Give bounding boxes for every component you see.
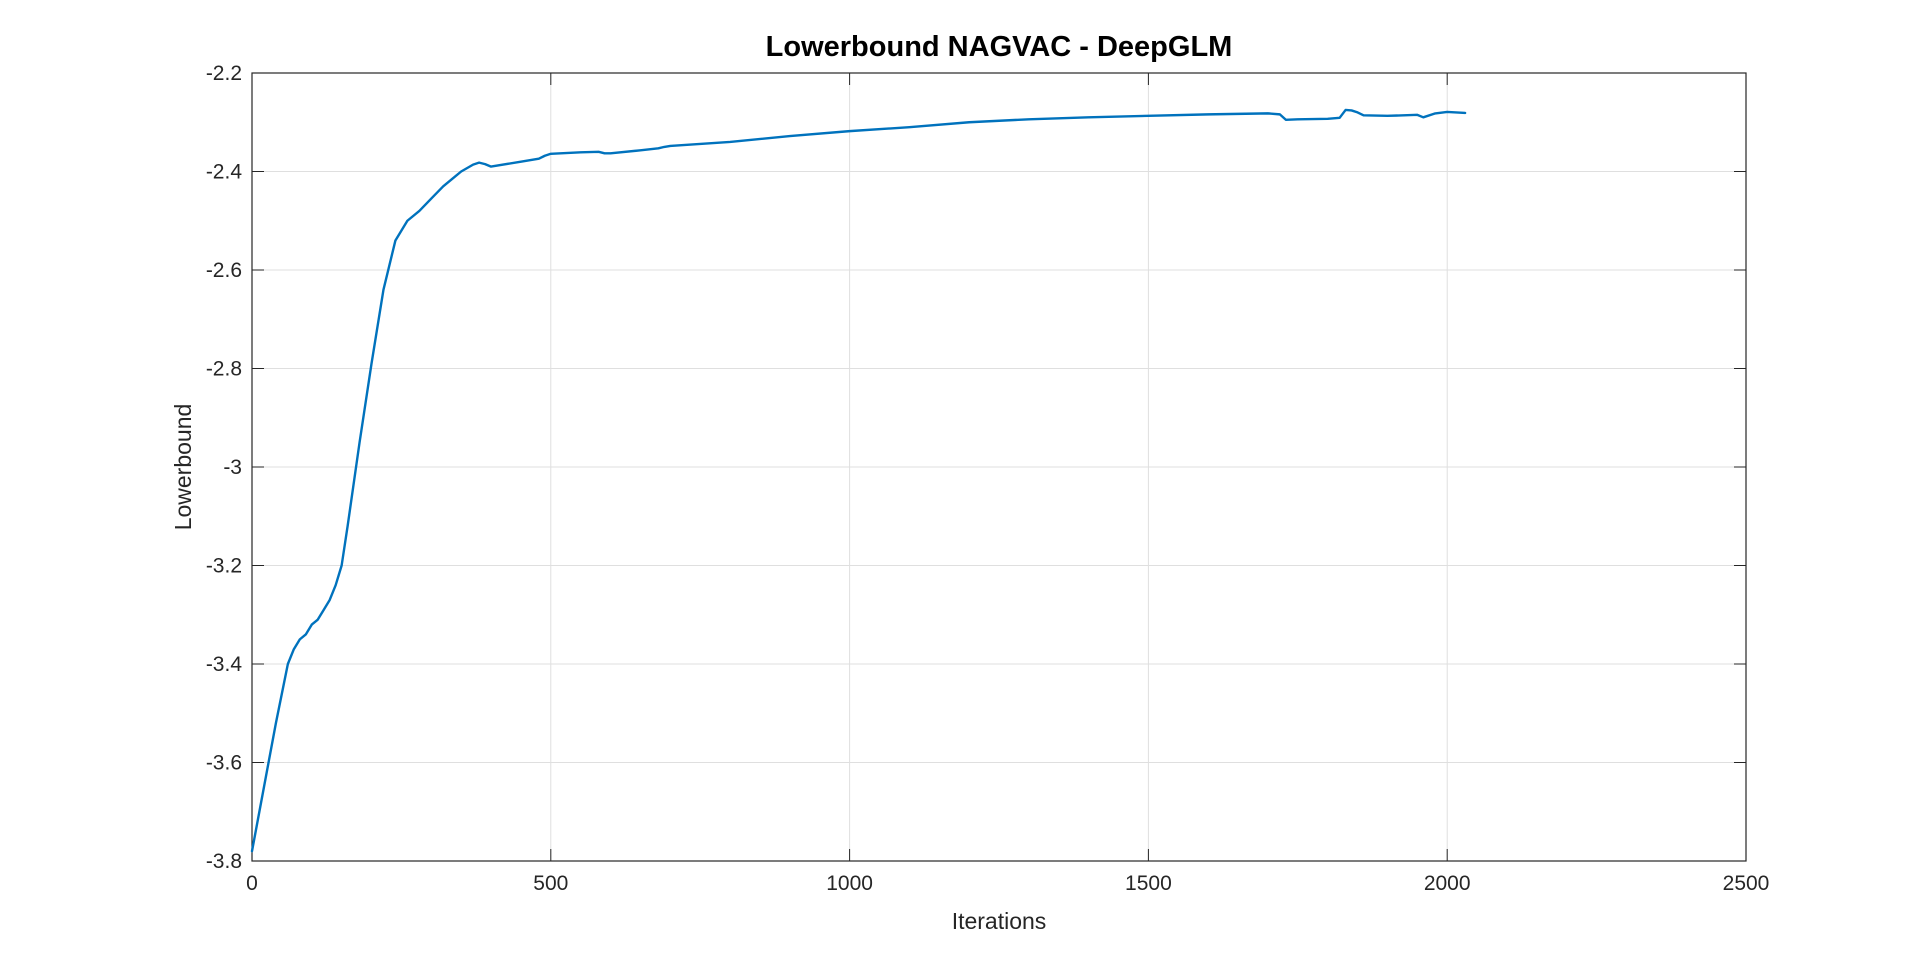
chart-title: Lowerbound NAGVAC - DeepGLM [766, 31, 1233, 63]
y-tick-label: -2.6 [206, 259, 242, 282]
x-axis-label: Iterations [952, 908, 1047, 934]
series-line [250, 108, 1467, 853]
y-tick-label: -3.8 [206, 850, 242, 873]
x-tick-label: 500 [533, 872, 568, 895]
y-axis-label: Lowerbound [170, 404, 196, 531]
x-tick-label: 0 [246, 872, 258, 895]
x-tick-label: 1500 [1125, 872, 1172, 895]
x-tick-label: 2000 [1424, 872, 1471, 895]
x-tick-label: 2500 [1723, 872, 1770, 895]
y-tick-label: -3 [223, 456, 242, 479]
y-tick-label: -2.2 [206, 62, 242, 85]
y-tick-label: -3.2 [206, 555, 242, 578]
y-tick-label: -2.8 [206, 358, 242, 381]
y-tick-label: -3.4 [206, 653, 243, 676]
series-layer [250, 108, 1467, 853]
y-tick-label: -3.6 [206, 752, 242, 775]
grid [251, 72, 1747, 862]
x-tick-label: 1000 [826, 872, 873, 895]
y-ticks: -3.8 -3.6 -3.4 -3.2 -3 -2.8 -2.6 -2.4 -2.2 [206, 62, 1746, 873]
x-ticks: 0 500 1000 1500 2000 2500 [246, 73, 1769, 895]
y-tick-label: -2.4 [206, 161, 243, 184]
